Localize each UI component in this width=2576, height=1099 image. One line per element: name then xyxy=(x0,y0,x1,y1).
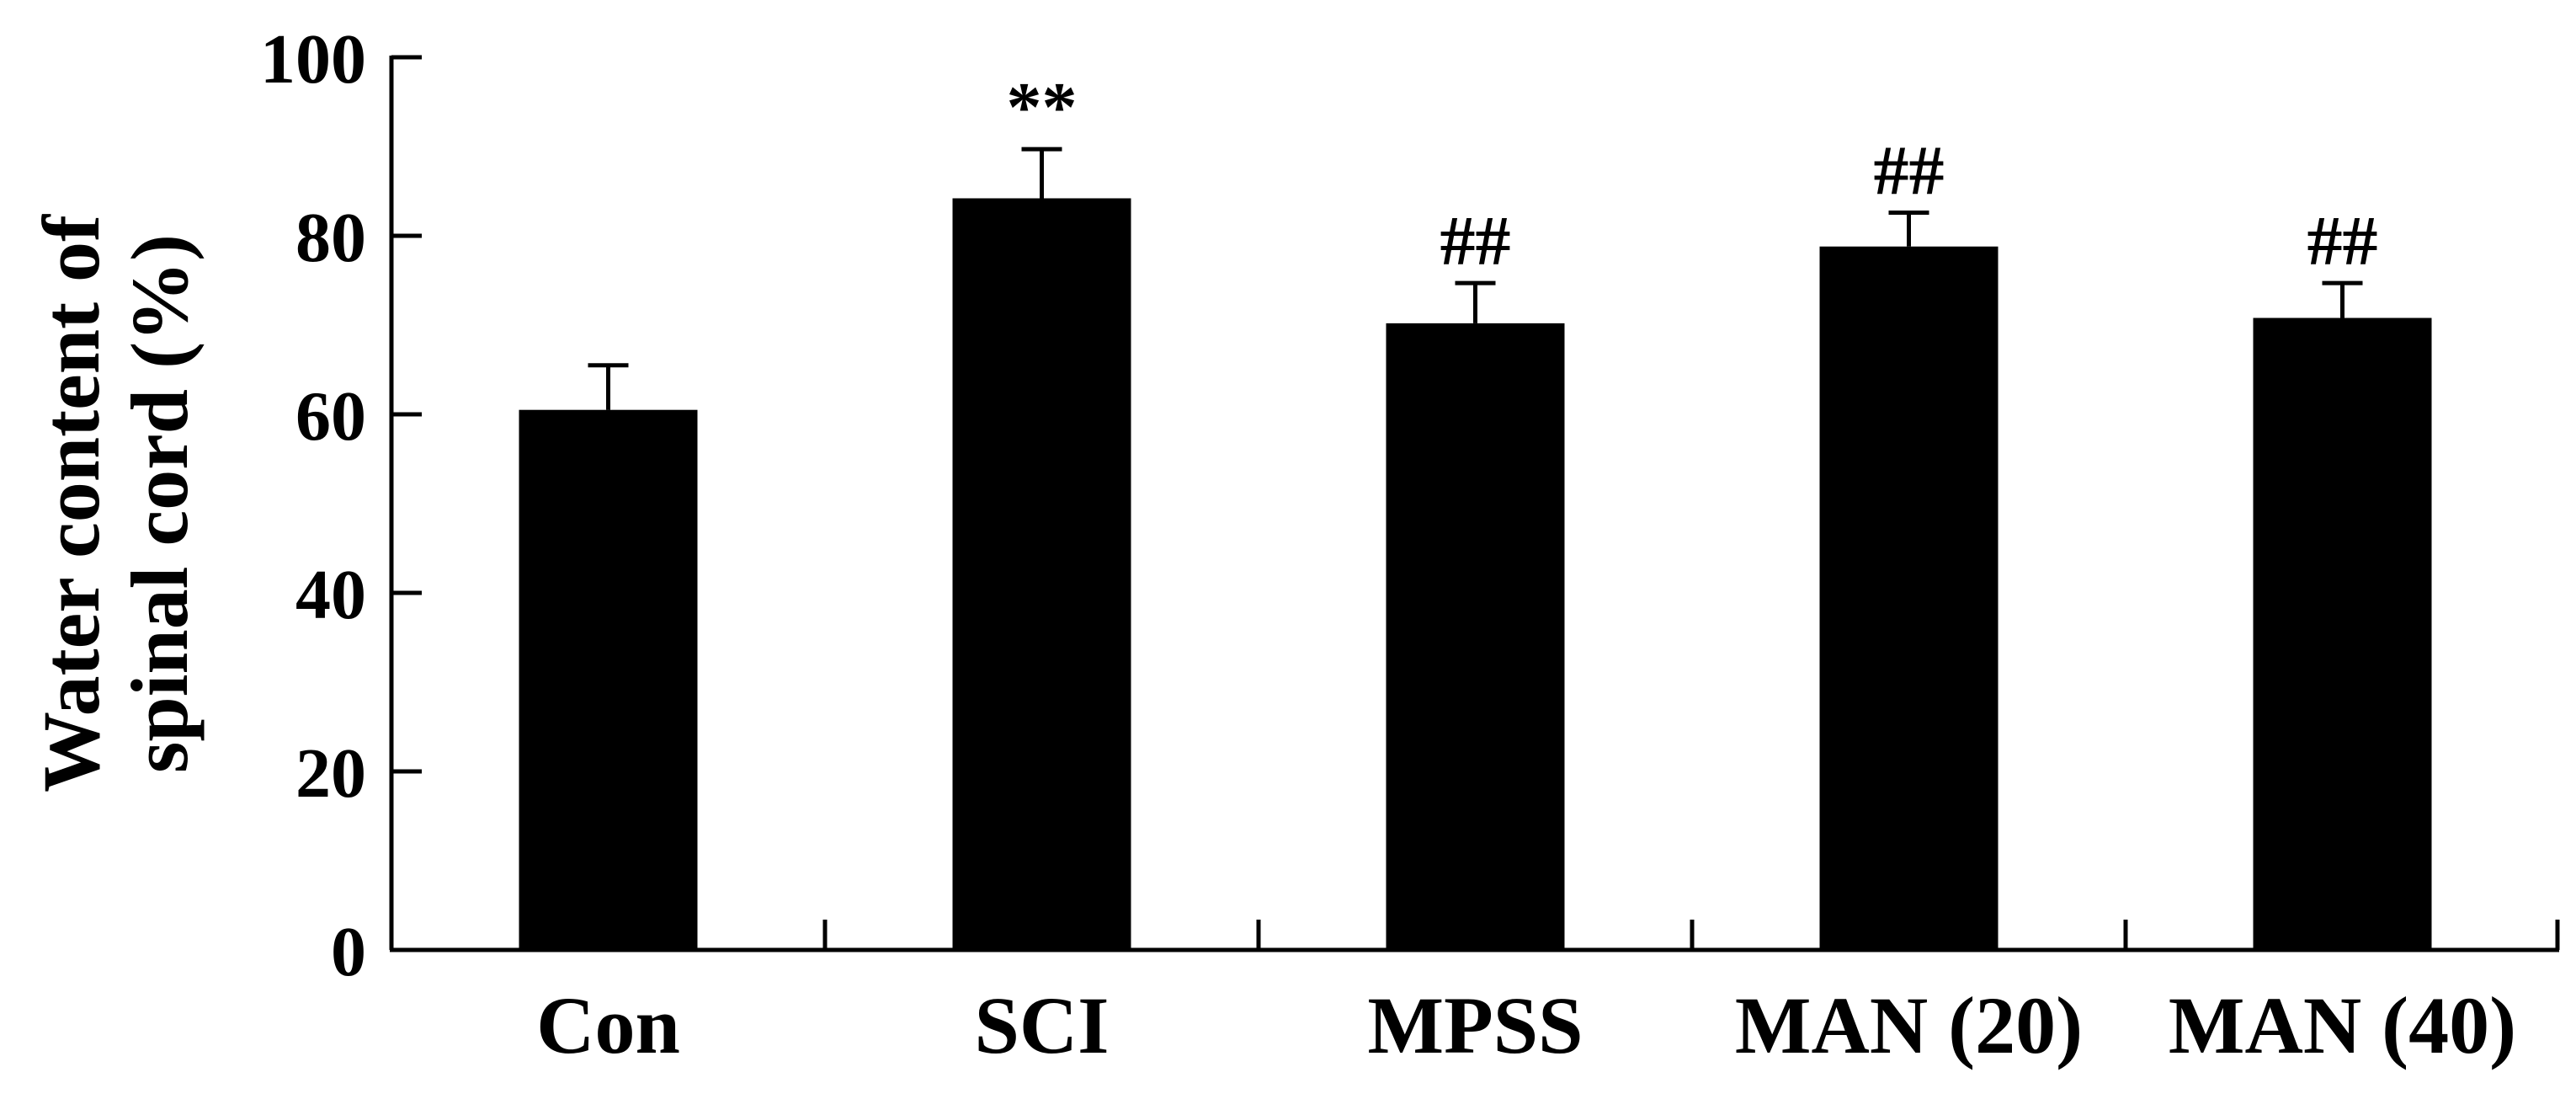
significance-label: ## xyxy=(2307,202,2378,280)
bar xyxy=(519,409,698,950)
y-axis-title-line: spinal cord (%) xyxy=(114,234,205,773)
y-tick-label: 0 xyxy=(331,913,366,991)
y-tick-label: 20 xyxy=(295,734,366,813)
y-tick-label: 80 xyxy=(295,199,366,277)
axes: 0 20 40 60 80 100 xyxy=(260,20,2560,991)
category-label: MPSS xyxy=(1367,980,1583,1070)
category-label: Con xyxy=(536,980,680,1070)
bar xyxy=(1386,323,1565,950)
y-axis-title-line: Water content of xyxy=(26,214,116,792)
bar xyxy=(2253,317,2432,950)
significance-label: ## xyxy=(1874,131,1945,210)
bar xyxy=(1819,246,1999,951)
bar xyxy=(952,198,1131,951)
y-tick-label: 40 xyxy=(295,556,366,634)
category-label: SCI xyxy=(974,980,1109,1070)
labels: Con ** SCI ## MPSS ## MAN (20) ## MAN (40) xyxy=(536,68,2516,1070)
category-label: MAN (40) xyxy=(2169,980,2516,1070)
category-label: MAN (20) xyxy=(1735,980,2083,1070)
significance-label: ** xyxy=(1007,68,1078,147)
significance-label: ## xyxy=(1440,202,1511,280)
y-tick-label: 60 xyxy=(295,377,366,456)
bars xyxy=(519,147,2432,951)
y-tick-label: 100 xyxy=(260,20,366,99)
